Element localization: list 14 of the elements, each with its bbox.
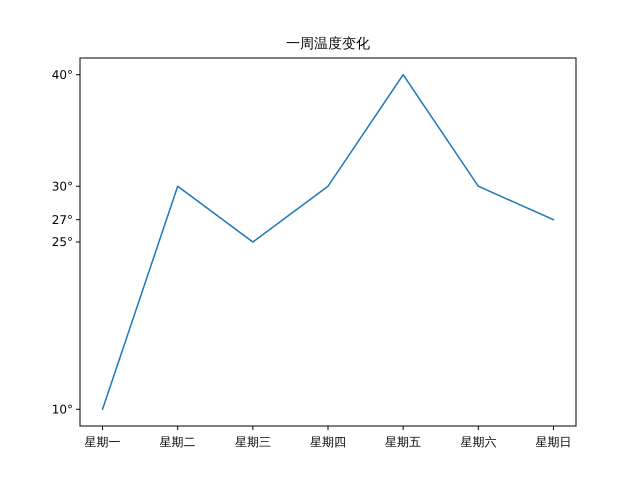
- x-tick-label: 星期二: [160, 435, 196, 449]
- chart-title: 一周温度变化: [286, 36, 370, 52]
- x-tick-label: 星期六: [460, 435, 496, 449]
- y-tick-label: 30°: [52, 179, 73, 194]
- y-tick-label: 25°: [52, 235, 73, 250]
- x-tick-label: 星期一: [84, 435, 121, 449]
- x-tick-label: 星期日: [535, 435, 572, 449]
- x-tick-label: 星期五: [385, 435, 422, 449]
- y-tick-label: 27°: [52, 212, 73, 227]
- y-tick-label: 40°: [52, 68, 73, 82]
- line-series: [102, 74, 554, 410]
- y-tick-label: 10°: [52, 402, 73, 416]
- x-tick-label: 星期三: [234, 435, 271, 449]
- x-tick-label: 星期四: [310, 435, 346, 449]
